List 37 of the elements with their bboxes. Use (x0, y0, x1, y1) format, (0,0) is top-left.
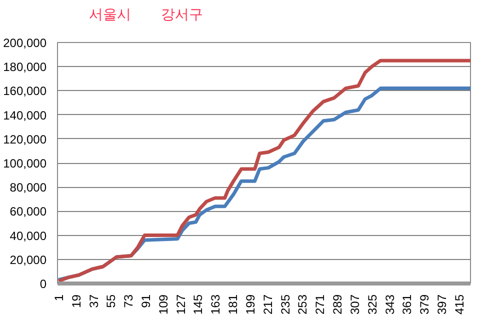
x-tick-label: 91 (139, 294, 154, 308)
x-tick-label: 19 (69, 294, 84, 308)
y-tick-label: 140,000 (3, 108, 47, 122)
y-tick-label: 180,000 (3, 60, 47, 74)
y-tick-label: 160,000 (3, 84, 47, 98)
x-tick-label: 235 (278, 294, 292, 315)
x-tick-label: 361 (400, 294, 414, 315)
x-tick-label: 55 (104, 294, 118, 308)
y-tick-label: 80,000 (10, 180, 47, 195)
x-tick-label: 199 (243, 294, 258, 315)
text: 서울시 (89, 6, 131, 25)
y-tick-label: 40,000 (10, 228, 47, 243)
x-tick-label: 271 (313, 294, 328, 315)
text: 강서구 (161, 6, 203, 25)
x-tick-label: 289 (330, 294, 345, 315)
y-tick-label: 20,000 (10, 252, 47, 267)
x-tick-label: 1 (52, 294, 66, 302)
y-tick-label: 200,000 (3, 36, 47, 50)
x-tick-label: 163 (208, 294, 223, 315)
y-tick-label: 120,000 (3, 132, 47, 146)
x-tick-label: 37 (86, 294, 101, 308)
x-tick-label: 181 (226, 294, 240, 315)
y-tick-label: 0 (40, 277, 47, 291)
x-tick-label: 127 (174, 294, 188, 315)
x-tick-label: 145 (191, 294, 206, 315)
x-tick-label: 325 (365, 294, 380, 315)
x-tick-label: 73 (122, 294, 136, 308)
x-tick-label: 109 (156, 294, 170, 315)
x-tick-label: 307 (348, 294, 362, 315)
x-tick-label: 217 (260, 294, 275, 315)
x-tick-label: 379 (418, 294, 432, 315)
x-tick-label: 397 (434, 294, 449, 315)
y-tick-label: 60,000 (10, 204, 47, 219)
y-tick-label: 100,000 (3, 156, 47, 170)
x-tick-label: 343 (382, 294, 397, 315)
x-tick-label: 253 (296, 294, 310, 315)
x-tick-label: 415 (452, 294, 466, 315)
